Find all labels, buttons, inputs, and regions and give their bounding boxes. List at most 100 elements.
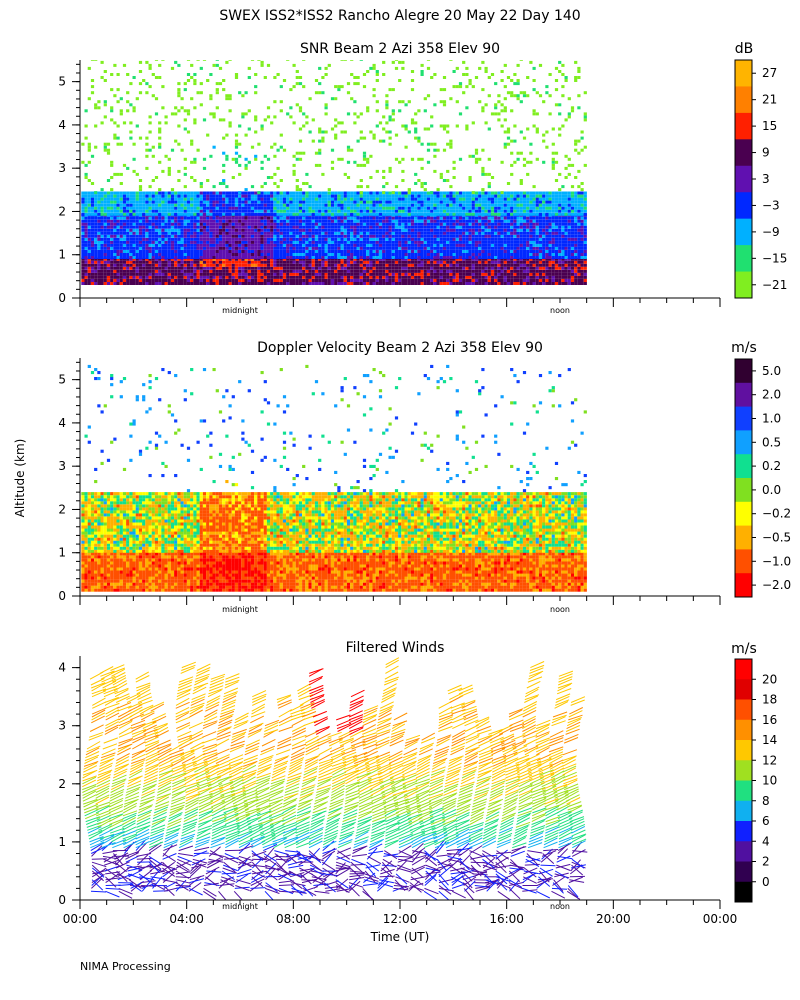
snr-cell bbox=[158, 279, 162, 282]
snr-cell bbox=[494, 237, 498, 241]
snr-cell bbox=[126, 222, 130, 226]
snr-cell bbox=[484, 200, 488, 204]
snr-cell bbox=[276, 225, 280, 229]
snr-cell bbox=[103, 253, 107, 256]
snr-cell bbox=[353, 112, 357, 116]
snr-cell bbox=[494, 225, 498, 229]
snr-cell bbox=[401, 279, 405, 282]
snr-cell bbox=[270, 209, 274, 213]
snr-cell bbox=[426, 206, 431, 210]
snr-cell bbox=[266, 246, 271, 250]
snr-cell bbox=[468, 256, 472, 259]
snr-cell bbox=[506, 253, 511, 256]
snr-cell bbox=[487, 269, 491, 273]
snr-cell bbox=[122, 263, 127, 267]
snr-cell bbox=[302, 85, 306, 89]
snr-cell bbox=[193, 256, 197, 259]
snr-cell bbox=[196, 219, 200, 223]
snr-cell bbox=[196, 60, 200, 61]
snr-cell bbox=[369, 269, 373, 273]
snr-cell bbox=[183, 237, 187, 241]
snr-cell bbox=[487, 275, 491, 279]
snr-cell bbox=[238, 234, 242, 238]
snr-cell bbox=[449, 250, 453, 253]
snr-cell bbox=[135, 219, 139, 223]
snr-cell bbox=[490, 206, 495, 210]
snr-cell bbox=[279, 109, 283, 113]
snr-cell bbox=[193, 79, 197, 82]
snr-cell bbox=[417, 269, 421, 273]
snr-cell bbox=[113, 246, 117, 250]
snr-cell bbox=[433, 169, 437, 173]
snr-cell bbox=[234, 279, 239, 282]
snr-cell bbox=[196, 257, 200, 261]
snr-cell bbox=[439, 282, 443, 285]
snr-cell bbox=[305, 212, 309, 216]
snr-cell bbox=[305, 200, 309, 204]
snr-cell bbox=[478, 157, 482, 161]
snr-cell bbox=[167, 260, 171, 264]
snr-cell bbox=[209, 279, 213, 282]
snr-cell bbox=[122, 282, 127, 285]
snr-cell bbox=[270, 282, 274, 285]
snr-cell bbox=[426, 219, 431, 223]
snr-cell bbox=[311, 243, 315, 247]
snr-cell bbox=[302, 191, 306, 195]
snr-cell bbox=[260, 228, 264, 232]
snr-cell bbox=[87, 212, 91, 216]
snr-cell bbox=[398, 60, 402, 64]
snr-cell bbox=[250, 222, 255, 226]
snr-cell bbox=[391, 253, 395, 256]
snr-cell bbox=[414, 222, 418, 226]
snr-cell bbox=[308, 240, 312, 244]
snr-cell bbox=[177, 240, 181, 244]
snr-cell bbox=[439, 234, 443, 238]
snr-cell bbox=[324, 240, 328, 244]
snr-cell bbox=[254, 194, 258, 198]
snr-cell bbox=[167, 197, 171, 201]
snr-cell bbox=[292, 272, 296, 276]
snr-cell bbox=[321, 225, 325, 229]
snr-cell bbox=[273, 282, 277, 285]
snr-cell bbox=[215, 91, 219, 95]
snr-cell bbox=[151, 203, 155, 207]
snr-cell bbox=[420, 157, 424, 161]
snr-cell bbox=[135, 260, 139, 264]
snr-cell bbox=[186, 212, 191, 216]
snr-cell bbox=[353, 194, 357, 198]
snr-cell bbox=[410, 88, 415, 92]
snr-cell bbox=[122, 228, 127, 232]
snr-cell bbox=[202, 234, 207, 238]
snr-cell bbox=[388, 118, 392, 122]
snr-cell bbox=[311, 257, 315, 261]
snr-cell bbox=[474, 275, 479, 279]
snr-cell bbox=[503, 145, 507, 149]
snr-cell bbox=[126, 266, 130, 270]
snr-cell bbox=[414, 191, 418, 195]
snr-cell bbox=[241, 222, 245, 226]
snr-cell bbox=[388, 237, 392, 241]
snr-cell bbox=[490, 279, 495, 282]
snr-cell bbox=[234, 260, 239, 264]
snr-cell bbox=[343, 209, 347, 213]
snr-cell bbox=[135, 253, 139, 256]
snr-cell bbox=[298, 225, 303, 229]
snr-cell bbox=[449, 237, 453, 241]
snr-cell bbox=[225, 263, 229, 267]
snr-cell bbox=[167, 256, 171, 259]
snr-cell bbox=[327, 250, 331, 253]
snr-cell bbox=[241, 112, 245, 116]
snr-cell bbox=[401, 206, 405, 210]
snr-cell bbox=[263, 206, 267, 210]
snr-cell bbox=[170, 282, 175, 285]
snr-cell bbox=[439, 212, 443, 216]
snr-cell bbox=[372, 253, 376, 256]
snr-cell bbox=[250, 212, 255, 216]
snr-cell bbox=[503, 272, 507, 276]
snr-cell bbox=[100, 282, 104, 285]
snr-cell bbox=[362, 197, 367, 201]
snr-cell bbox=[158, 127, 162, 131]
snr-cell bbox=[263, 197, 267, 201]
snr-cell bbox=[84, 194, 88, 198]
snr-cell bbox=[129, 212, 133, 216]
